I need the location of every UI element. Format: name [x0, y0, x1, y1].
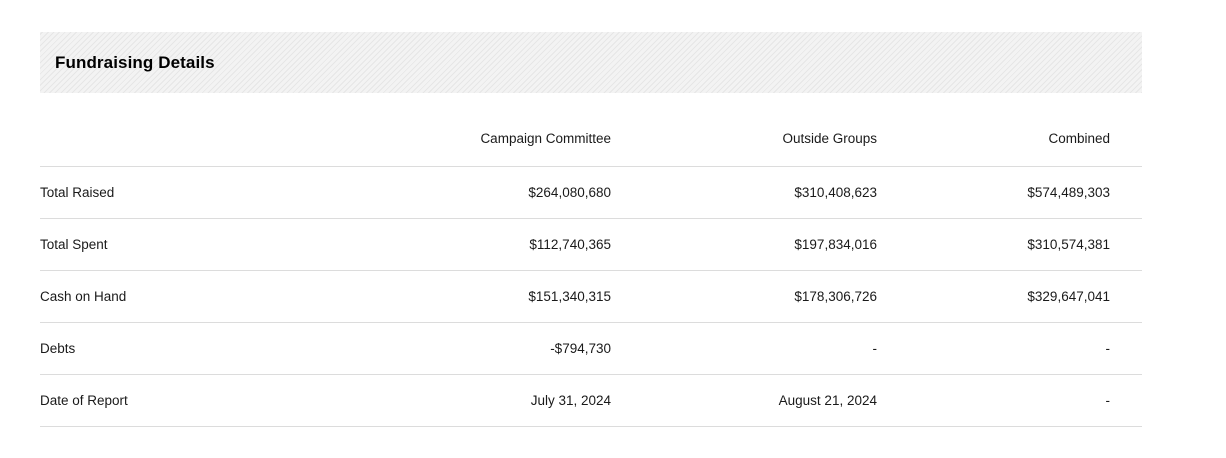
column-header-outside-groups: Outside Groups	[611, 112, 877, 167]
cell-combined: $310,574,381	[877, 218, 1110, 271]
table-row-cash-on-hand: Cash on Hand $151,340,315 $178,306,726 $…	[40, 270, 1142, 323]
cell-spacer	[1110, 218, 1142, 271]
cell-campaign-committee: $264,080,680	[380, 166, 611, 219]
fundraising-table: Campaign Committee Outside Groups Combin…	[40, 112, 1142, 427]
section-title: Fundraising Details	[55, 52, 215, 72]
column-spacer	[1110, 112, 1142, 167]
cell-outside-groups: $178,306,726	[611, 270, 877, 323]
table-row-total-raised: Total Raised $264,080,680 $310,408,623 $…	[40, 166, 1142, 219]
column-header-campaign-committee: Campaign Committee	[380, 112, 611, 167]
cell-combined: -	[877, 322, 1110, 375]
cell-outside-groups: August 21, 2024	[611, 374, 877, 427]
column-header-combined: Combined	[877, 112, 1110, 167]
cell-campaign-committee: $151,340,315	[380, 270, 611, 323]
table-row-date-of-report: Date of Report July 31, 2024 August 21, …	[40, 374, 1142, 427]
cell-campaign-committee: -$794,730	[380, 322, 611, 375]
cell-campaign-committee: July 31, 2024	[380, 374, 611, 427]
cell-outside-groups: -	[611, 322, 877, 375]
cell-combined: $574,489,303	[877, 166, 1110, 219]
row-label: Total Spent	[40, 218, 380, 271]
row-label: Cash on Hand	[40, 270, 380, 323]
column-header-label	[40, 112, 380, 167]
cell-outside-groups: $197,834,016	[611, 218, 877, 271]
cell-combined: $329,647,041	[877, 270, 1110, 323]
cell-campaign-committee: $112,740,365	[380, 218, 611, 271]
section-header: Fundraising Details	[40, 32, 1142, 93]
cell-spacer	[1110, 322, 1142, 375]
row-label: Total Raised	[40, 166, 380, 219]
cell-spacer	[1110, 166, 1142, 219]
cell-spacer	[1110, 270, 1142, 323]
table-row-total-spent: Total Spent $112,740,365 $197,834,016 $3…	[40, 218, 1142, 271]
row-label: Debts	[40, 322, 380, 375]
table-row-debts: Debts -$794,730 - -	[40, 322, 1142, 375]
row-label: Date of Report	[40, 374, 380, 427]
cell-outside-groups: $310,408,623	[611, 166, 877, 219]
fundraising-details-panel: Fundraising Details Campaign Committee O…	[40, 32, 1142, 427]
cell-combined: -	[877, 374, 1110, 427]
cell-spacer	[1110, 374, 1142, 427]
table-header-row: Campaign Committee Outside Groups Combin…	[40, 112, 1142, 167]
